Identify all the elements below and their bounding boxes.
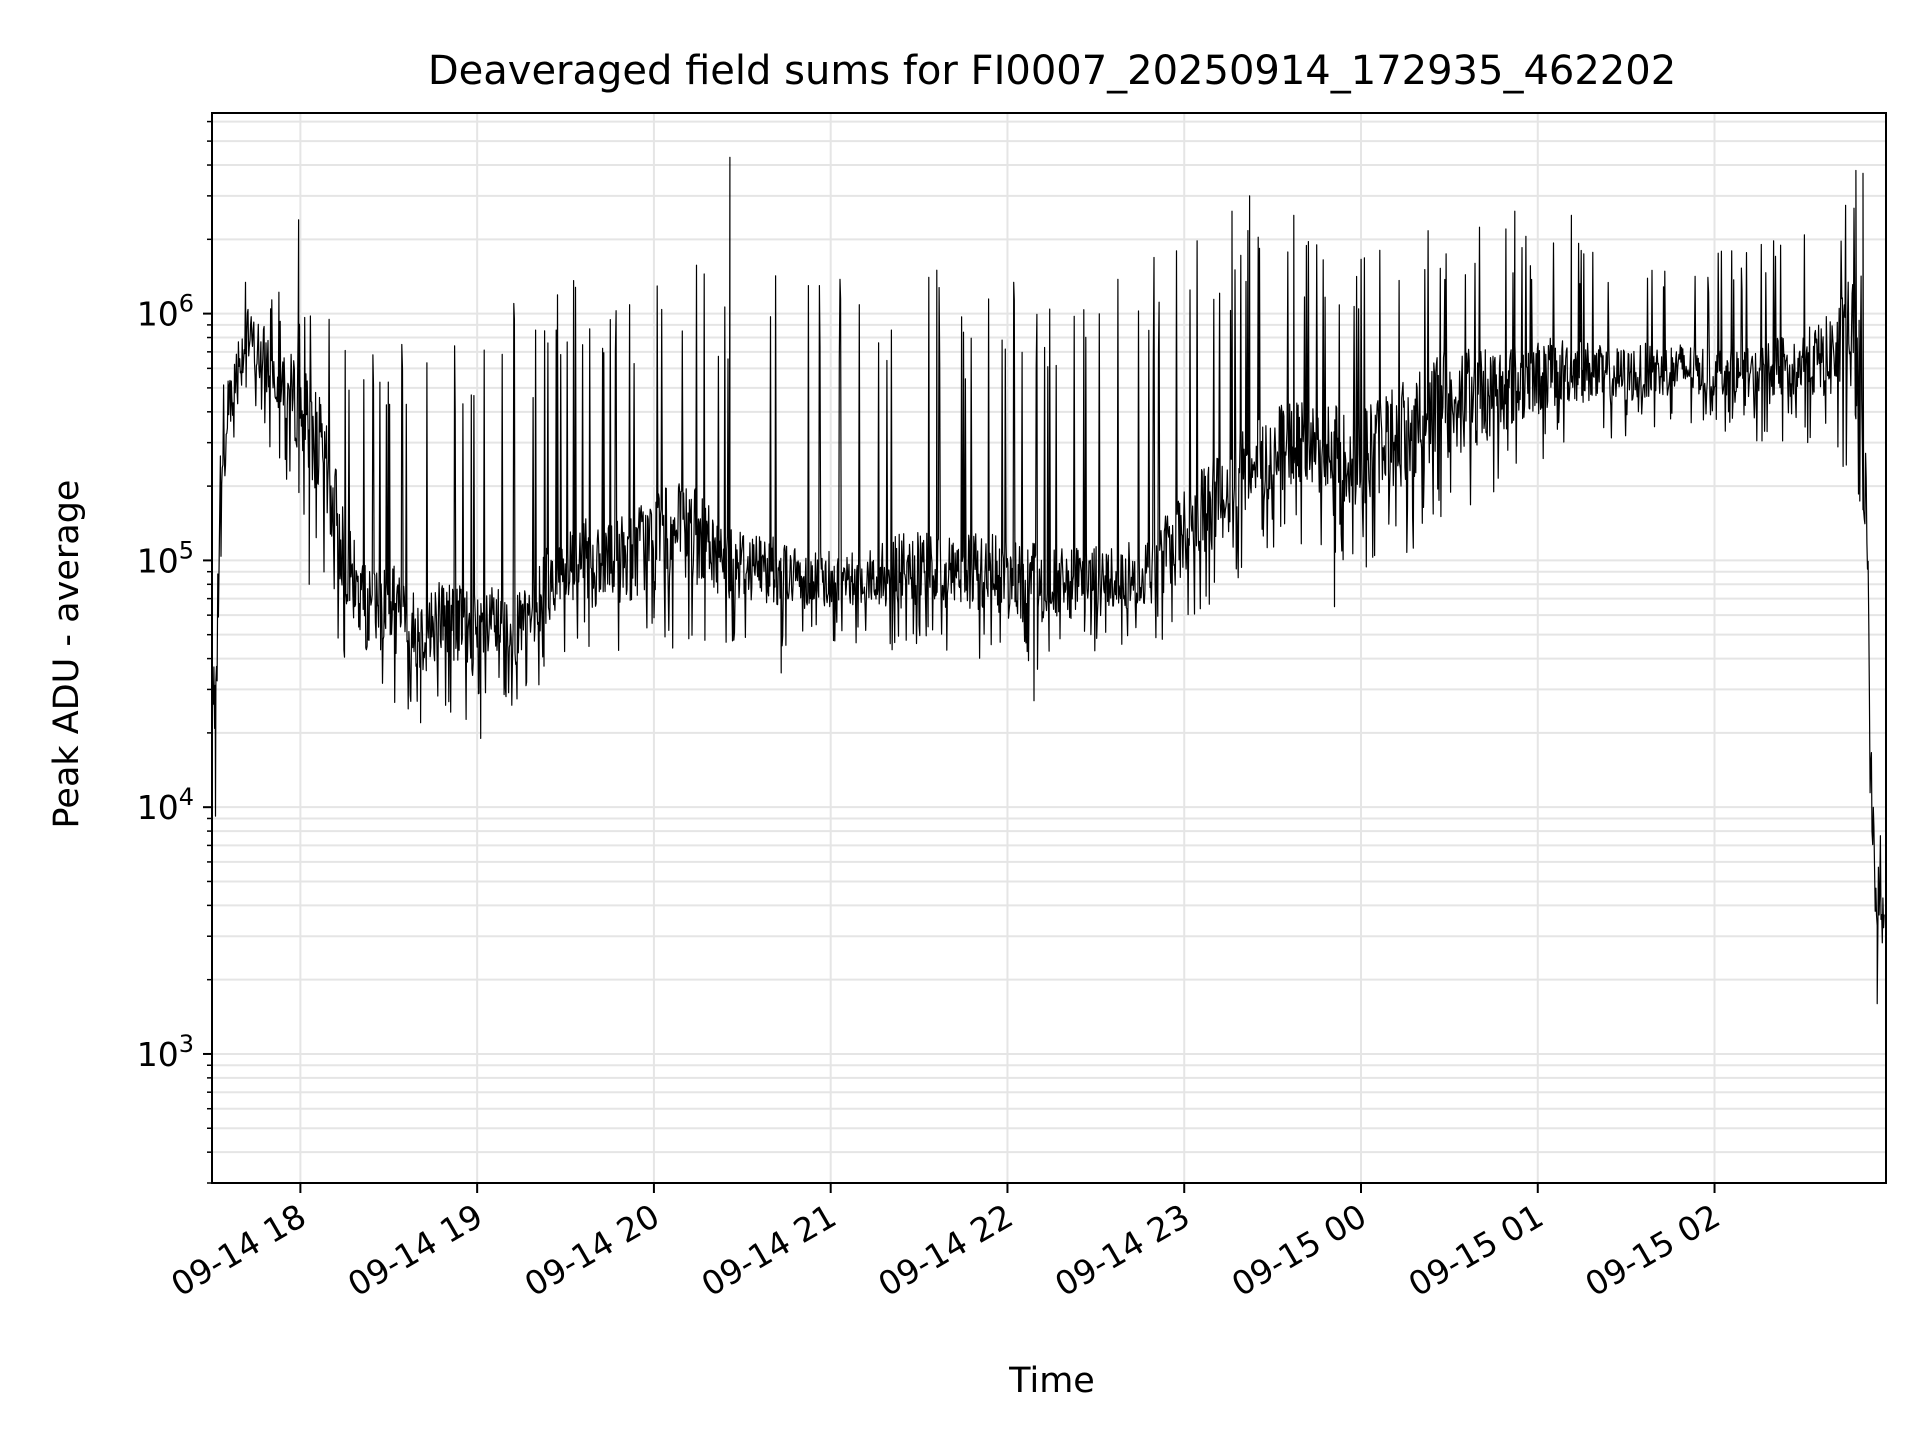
x-axis-label: Time — [1008, 1361, 1095, 1401]
chart-title: Deaveraged field sums for FI0007_2025091… — [428, 48, 1676, 94]
series-line — [211, 156, 1885, 1005]
y-tick-label: 103 — [137, 1030, 194, 1074]
y-tick-label: 104 — [137, 783, 194, 827]
series-layer — [211, 156, 1885, 1005]
y-tick-label: 106 — [137, 290, 194, 334]
y-axis-label: Peak ADU - average — [47, 480, 87, 829]
y-tick-label: 105 — [137, 536, 194, 580]
plot-area-frame — [211, 112, 1887, 1184]
